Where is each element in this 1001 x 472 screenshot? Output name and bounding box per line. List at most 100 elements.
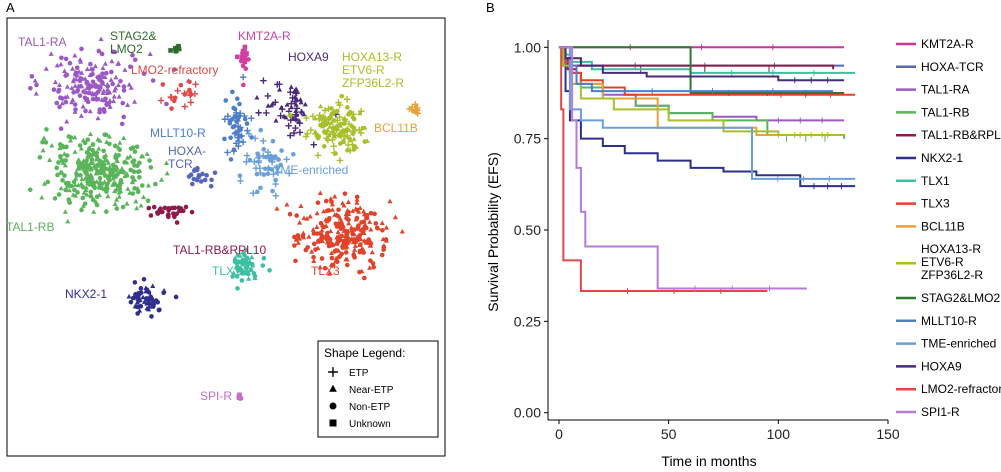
- umap-point: [288, 104, 294, 110]
- umap-point: [387, 198, 393, 204]
- umap-point: [55, 172, 60, 178]
- umap-point: [172, 205, 177, 211]
- umap-point: [293, 86, 299, 91]
- umap-point: [290, 129, 298, 137]
- umap-point: [237, 177, 244, 185]
- umap-point: [321, 208, 327, 214]
- umap-point: [58, 61, 64, 67]
- umap-point: [351, 136, 357, 142]
- umap-point: [367, 265, 373, 270]
- umap-point: [69, 99, 75, 105]
- legend-label: TLX3: [921, 197, 950, 211]
- umap-point: [230, 148, 237, 155]
- umap-point: [188, 92, 194, 97]
- umap-point: [115, 61, 121, 66]
- umap-point: [310, 226, 316, 232]
- umap-point: [237, 124, 244, 131]
- umap-point: [336, 113, 343, 121]
- cluster-label: TAL1-RB: [6, 220, 54, 234]
- umap-point: [176, 46, 182, 52]
- umap-point: [260, 77, 267, 84]
- umap-point: [223, 98, 229, 103]
- legend-label-line: TAL1-RB: [921, 105, 969, 119]
- umap-point: [232, 111, 240, 119]
- umap-point: [343, 96, 351, 103]
- umap-point: [379, 252, 385, 258]
- umap-point: [75, 83, 81, 89]
- umap-point: [310, 141, 317, 148]
- legend-label-line: ETV6-R: [921, 255, 964, 269]
- umap-point: [279, 148, 284, 153]
- umap-point: [293, 237, 299, 242]
- umap-point: [306, 234, 312, 239]
- umap-point: [278, 104, 284, 110]
- umap-point: [370, 261, 376, 266]
- umap-point: [57, 82, 63, 88]
- umap-point: [109, 58, 115, 64]
- umap-point: [126, 293, 132, 299]
- umap-point: [39, 194, 45, 200]
- umap-point: [59, 158, 65, 163]
- cluster-label-line: STAG2&: [110, 29, 156, 43]
- umap-points: [27, 36, 421, 401]
- umap-point: [246, 57, 251, 62]
- umap-point: [292, 90, 300, 97]
- umap-point: [336, 213, 342, 219]
- umap-point: [47, 157, 53, 163]
- umap-point: [350, 231, 356, 237]
- umap-point: [295, 233, 301, 238]
- umap-point: [44, 127, 49, 132]
- umap-point: [73, 193, 79, 198]
- umap-point: [134, 299, 140, 305]
- umap-point: [293, 258, 298, 264]
- umap-point: [200, 171, 205, 177]
- umap-point: [141, 71, 147, 77]
- umap-point: [146, 306, 152, 312]
- umap-point: [171, 98, 177, 104]
- umap-point: [67, 60, 73, 66]
- umap-point: [346, 127, 352, 133]
- umap-point: [292, 124, 299, 132]
- umap-point: [148, 165, 154, 170]
- umap-point: [228, 157, 234, 162]
- umap-point: [311, 241, 317, 247]
- umap-point: [244, 264, 250, 270]
- umap-point: [90, 96, 96, 102]
- umap-point: [88, 166, 94, 172]
- umap-point: [371, 264, 377, 270]
- umap-point: [357, 108, 365, 115]
- umap-point: [284, 102, 290, 107]
- umap-point: [72, 52, 78, 58]
- umap-point: [138, 290, 144, 295]
- umap-point: [81, 158, 87, 163]
- cluster-label: TLX1: [212, 264, 241, 278]
- umap-point: [178, 82, 184, 88]
- umap-point: [326, 234, 332, 240]
- umap-point: [341, 133, 349, 140]
- legend-label-line: LMO2-refractory: [921, 382, 1001, 396]
- umap-point: [112, 153, 119, 159]
- umap-point: [84, 178, 90, 184]
- umap-point: [353, 206, 359, 211]
- umap-point: [257, 169, 264, 177]
- umap-point: [60, 178, 65, 183]
- umap-point: [311, 254, 316, 260]
- umap-point: [72, 83, 78, 88]
- umap-point: [88, 193, 94, 199]
- umap-point: [122, 173, 128, 179]
- umap-point: [188, 172, 194, 177]
- umap-point: [265, 165, 272, 172]
- legend-label-line: TME-enriched: [921, 337, 996, 351]
- umap-point: [117, 140, 123, 145]
- umap-point: [230, 274, 235, 279]
- umap-point: [304, 130, 311, 137]
- umap-point: [147, 292, 153, 298]
- cluster-label-line: HOXA9: [288, 50, 329, 64]
- umap-point: [247, 157, 253, 163]
- umap-point: [342, 241, 348, 246]
- umap-point: [72, 182, 78, 187]
- umap-point: [297, 219, 303, 225]
- umap-point: [124, 155, 130, 160]
- umap-point: [367, 239, 373, 244]
- umap-point: [95, 96, 101, 102]
